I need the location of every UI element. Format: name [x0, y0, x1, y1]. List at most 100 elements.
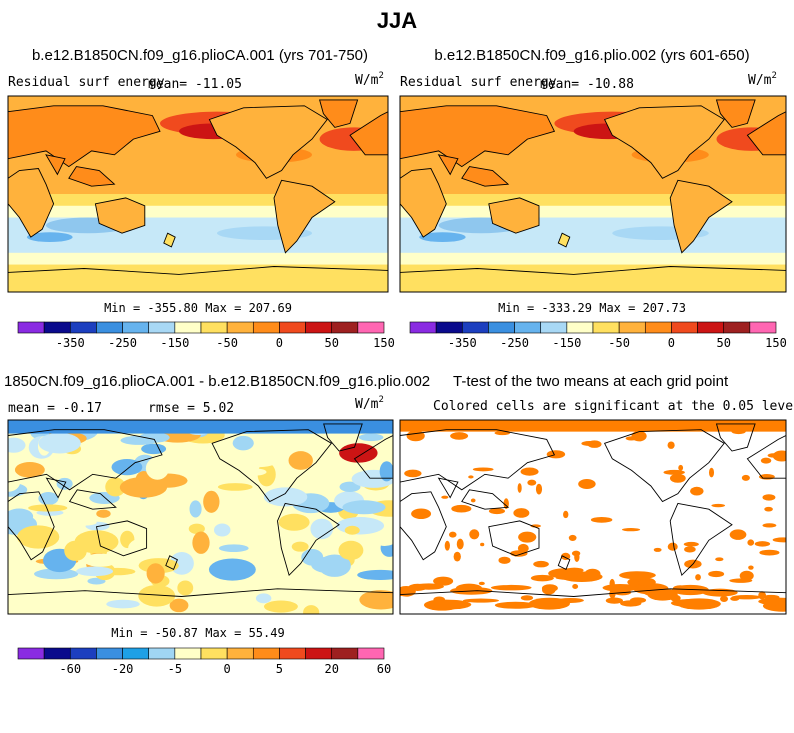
- colorbar-label: 60: [377, 662, 391, 676]
- continent-greenland: [715, 99, 756, 128]
- diff-arctic-band: [8, 420, 393, 434]
- continent-africa: [400, 491, 447, 561]
- sig-cell: [451, 504, 472, 513]
- sig-cell: [762, 594, 780, 600]
- continent-europe: [746, 111, 786, 156]
- panel-bottom-right: T-test of the two means at each grid poi…: [399, 368, 794, 615]
- diff-patch: [34, 568, 79, 580]
- sig-cell: [535, 483, 543, 495]
- diff-patch: [357, 569, 393, 581]
- map-diff: [8, 420, 393, 614]
- mean-label: mean= -10.88: [540, 77, 634, 92]
- colorbar-swatch: [409, 321, 437, 334]
- panel-bottom-left: 1850CN.f09_g16.plioCA.001 - b.e12.B1850C…: [4, 373, 430, 676]
- continent-southamerica: [273, 179, 336, 254]
- continent-southamerica: [669, 179, 733, 254]
- sig-cell: [533, 560, 549, 568]
- colorbar-label: -60: [59, 662, 81, 676]
- diff-patch: [374, 535, 393, 546]
- continent-southamerica: [669, 502, 733, 577]
- colorbar-label: 50: [716, 336, 730, 350]
- sig-cell: [667, 441, 675, 449]
- sig-cell: [621, 528, 641, 532]
- diff-patch: [208, 558, 256, 581]
- diff-patch: [263, 487, 308, 507]
- sig-cell: [517, 543, 529, 553]
- sig-cell: [609, 589, 616, 599]
- sig-arctic: [400, 420, 786, 432]
- colorbar-swatch: [226, 647, 254, 660]
- sig-cell: [581, 440, 598, 446]
- stats-label: Min = -355.80 Max = 207.69: [104, 301, 292, 315]
- diff-patch: [311, 556, 348, 574]
- sig-cell: [468, 475, 474, 479]
- sig-cell: [494, 601, 537, 609]
- sig-cell: [653, 547, 662, 552]
- field-band: [400, 252, 786, 266]
- colorbar-swatch: [122, 647, 150, 660]
- sig-cell: [605, 597, 623, 604]
- diff-patch: [169, 598, 189, 613]
- diff-patch: [38, 492, 59, 506]
- sig-cell: [436, 577, 441, 584]
- diff-patch: [241, 468, 267, 476]
- panel-top-left: b.e12.B1850CN.f09_g16.plioCA.001 (yrs 70…: [7, 47, 395, 350]
- colorbar-swatch: [252, 647, 280, 660]
- continent-antarctica: [400, 266, 786, 292]
- diff-patch: [359, 590, 393, 610]
- diff-patch: [28, 504, 68, 512]
- diff-patch: [213, 523, 231, 537]
- sig-cell: [498, 556, 511, 564]
- continent-australia: [95, 520, 148, 557]
- diff-patch: [339, 481, 361, 493]
- sig-cell: [548, 568, 582, 579]
- sig-cell: [708, 467, 715, 478]
- continent-eurasia: [8, 105, 161, 168]
- colorbar-swatch: [331, 321, 359, 334]
- colorbar-swatch: [96, 321, 123, 334]
- sig-cell: [478, 581, 485, 586]
- sig-cell: [647, 588, 678, 601]
- sig-cell: [520, 467, 539, 476]
- colorbar-swatch: [618, 321, 646, 334]
- continent-greenland: [715, 423, 756, 452]
- colorbar-swatch: [592, 321, 620, 334]
- colorbar-label: -150: [552, 336, 581, 350]
- sig-cell: [754, 541, 771, 547]
- diff-patch: [239, 448, 281, 468]
- sig-cell: [669, 473, 686, 483]
- colorbar-swatch: [357, 647, 385, 660]
- continent-southamerica: [277, 502, 340, 577]
- diff-patch: [291, 541, 309, 552]
- sig-cell: [563, 510, 569, 519]
- sig-cell: [469, 529, 480, 540]
- colorbar-swatch: [174, 647, 202, 660]
- panel-title: T-test of the two means at each grid poi…: [453, 373, 729, 390]
- diff-patch: [76, 566, 114, 577]
- sig-cell: [480, 542, 485, 547]
- diff-hotspot: [339, 443, 378, 463]
- diff-patch: [310, 518, 334, 540]
- colorbar-label: -350: [56, 336, 85, 350]
- sig-cell: [620, 600, 642, 607]
- continent-seasia: [461, 166, 510, 187]
- sig-cell: [758, 597, 786, 606]
- stats-label: Min = -50.87 Max = 55.49: [111, 626, 284, 640]
- colorbar-label: -50: [608, 336, 630, 350]
- colorbar-label: -5: [168, 662, 182, 676]
- sig-cell: [637, 579, 653, 586]
- diff-patch: [145, 457, 170, 480]
- colorbar-label: 20: [324, 662, 338, 676]
- sig-cell: [708, 570, 725, 578]
- continent-antarctica: [400, 588, 786, 614]
- sig-cell: [748, 565, 754, 570]
- variable-label: Residual surf energy: [8, 75, 165, 90]
- variable-label: Residual surf energy: [400, 75, 557, 90]
- sig-cell: [470, 498, 476, 503]
- sig-cell: [671, 584, 709, 596]
- sig-cell: [741, 474, 750, 481]
- continent-africa: [8, 168, 55, 238]
- colorbar-label: -350: [448, 336, 477, 350]
- colorbar-swatch: [200, 647, 228, 660]
- diff-patch: [138, 584, 176, 607]
